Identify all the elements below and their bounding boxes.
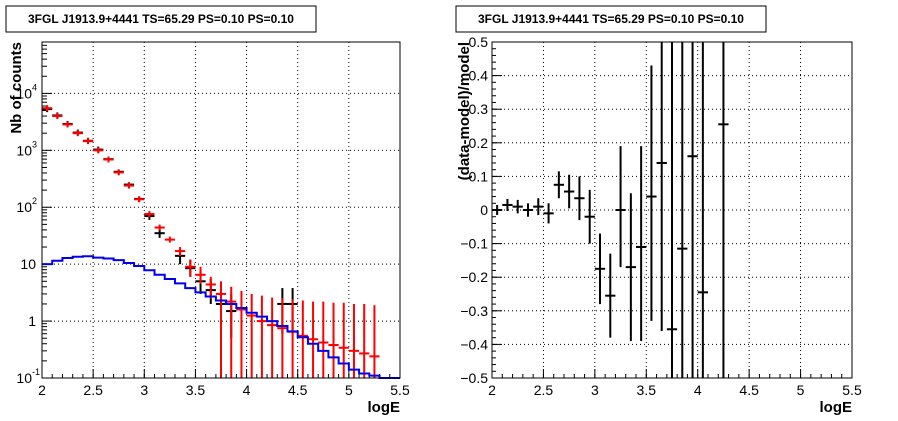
y-axis-label: Nb of counts bbox=[8, 42, 25, 134]
y-tick-exponent: -1 bbox=[32, 367, 40, 377]
y-axis-label: (data-model)/model bbox=[456, 42, 473, 180]
x-axis-label: logE bbox=[820, 399, 853, 416]
series-1 bbox=[42, 105, 380, 378]
y-tick-label: 10 bbox=[16, 142, 32, 158]
x-tick-label: 5 bbox=[797, 382, 805, 398]
y-tick-label: 0.4 bbox=[469, 68, 489, 84]
x-tick-label: 4.5 bbox=[288, 382, 308, 398]
x-tick-label: 3 bbox=[591, 382, 599, 398]
chart-panel-residuals: 2 2.5 3 3.5 4 4.5 5 5.5 −0.5 −0.4 −0.3 −0.2 −0.1 0 0.1… bbox=[455, 5, 862, 416]
x-tick-label: 4 bbox=[243, 382, 251, 398]
y-tick-label: 10 bbox=[16, 370, 32, 386]
x-tick-label: 4 bbox=[694, 382, 702, 398]
y-tick-label: 10 bbox=[16, 199, 32, 215]
chart-title: 3FGL J1913.9+4441 TS=65.29 PS=0.10 PS=0.… bbox=[28, 12, 294, 26]
x-tick-label: 3.5 bbox=[186, 382, 206, 398]
x-tick-label: 3 bbox=[140, 382, 148, 398]
y-tick-label: −0.3 bbox=[460, 303, 488, 319]
x-tick-label: 5 bbox=[345, 382, 353, 398]
x-tick-label: 3.5 bbox=[637, 382, 657, 398]
plot-frame bbox=[41, 41, 401, 379]
y-tick-label: 1 bbox=[28, 313, 36, 329]
y-tick-label: 0.1 bbox=[469, 168, 489, 184]
y-tick-label: 0.3 bbox=[469, 101, 489, 117]
x-tick-label: 4.5 bbox=[739, 382, 759, 398]
y-tick-exponent: 3 bbox=[32, 139, 37, 149]
y-tick-label: −0.5 bbox=[460, 370, 488, 386]
x-tick-label: 2.5 bbox=[83, 382, 103, 398]
series-0 bbox=[492, 42, 729, 378]
y-tick-exponent: 4 bbox=[32, 82, 37, 92]
x-tick-label: 2 bbox=[488, 382, 496, 398]
y-tick-label: 0.2 bbox=[469, 135, 489, 151]
x-tick-label: 5.5 bbox=[390, 382, 410, 398]
title-box bbox=[455, 5, 767, 33]
y-tick-label: 0 bbox=[480, 202, 488, 218]
model-step-line bbox=[42, 255, 400, 379]
title-box bbox=[5, 5, 317, 33]
y-tick-label: 0.5 bbox=[469, 34, 489, 50]
y-tick-label: −0.2 bbox=[460, 269, 488, 285]
y-tick-label: 10 bbox=[20, 256, 36, 272]
series-2 bbox=[42, 255, 400, 379]
y-tick-label: 10 bbox=[16, 85, 32, 101]
series-0 bbox=[42, 106, 298, 339]
x-tick-label: 5.5 bbox=[842, 382, 862, 398]
y-tick-label: −0.4 bbox=[460, 336, 488, 352]
y-tick-label: −0.1 bbox=[460, 236, 488, 252]
y-tick-exponent: 2 bbox=[32, 196, 37, 206]
x-axis-label: logE bbox=[368, 399, 401, 416]
plot-frame bbox=[491, 41, 853, 379]
x-tick-label: 2 bbox=[38, 382, 46, 398]
chart-title: 3FGL J1913.9+4441 TS=65.29 PS=0.10 PS=0.… bbox=[478, 12, 744, 26]
x-tick-label: 2.5 bbox=[534, 382, 554, 398]
